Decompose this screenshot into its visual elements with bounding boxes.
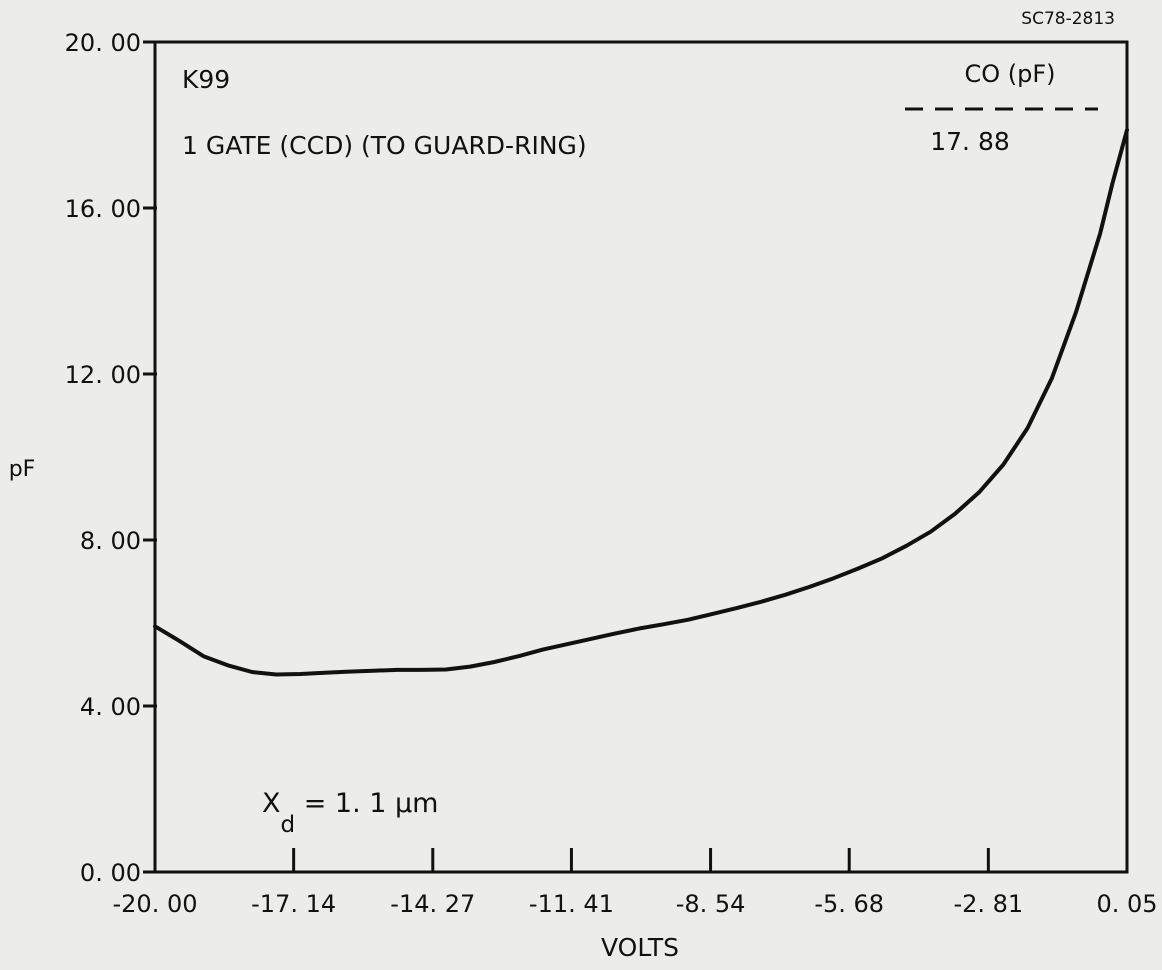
y-tick-label: 4. 00	[80, 693, 141, 721]
x-tick-label: -5. 68	[814, 890, 884, 918]
y-tick-label: 0. 00	[80, 859, 141, 887]
y-tick-label: 16. 00	[65, 195, 141, 223]
x-tick-label: -20. 00	[113, 890, 198, 918]
y-tick-label: 12. 00	[65, 361, 141, 389]
figure-id: SC78-2813	[1021, 9, 1115, 29]
co-header: CO (pF)	[964, 60, 1055, 88]
x-tick-label: -14. 27	[390, 890, 475, 918]
plot-frame	[153, 40, 1129, 874]
x-axis-ticks: -20. 00 -17. 14 -14. 27 -11. 41 -8. 54 -5. 68…	[113, 848, 1158, 918]
y-axis-label: pF	[9, 457, 36, 482]
x-tick-label: -11. 41	[529, 890, 614, 918]
sample-label: K99	[182, 65, 230, 94]
x-tick-label: -8. 54	[676, 890, 746, 918]
xd-symbol: X	[262, 788, 281, 819]
description-label: 1 GATE (CCD) (TO GUARD-RING)	[182, 131, 587, 160]
xd-annotation: Xd = 1. 1 µm	[262, 788, 438, 838]
cv-curve-line	[153, 128, 1129, 677]
y-tick-label: 20. 00	[65, 29, 141, 57]
x-tick-label: 0. 05	[1096, 890, 1157, 918]
xd-subscript: d	[281, 812, 296, 838]
y-axis-ticks: 0. 00 4. 00 8. 00 12. 00 16. 00 20. 00	[65, 29, 157, 887]
x-axis-label: VOLTS	[601, 933, 679, 962]
xd-value: = 1. 1 µm	[295, 788, 438, 819]
x-tick-label: -17. 14	[251, 890, 336, 918]
x-tick-label: -2. 81	[953, 890, 1023, 918]
y-tick-label: 8. 00	[80, 527, 141, 555]
co-value: 17. 88	[930, 127, 1010, 156]
